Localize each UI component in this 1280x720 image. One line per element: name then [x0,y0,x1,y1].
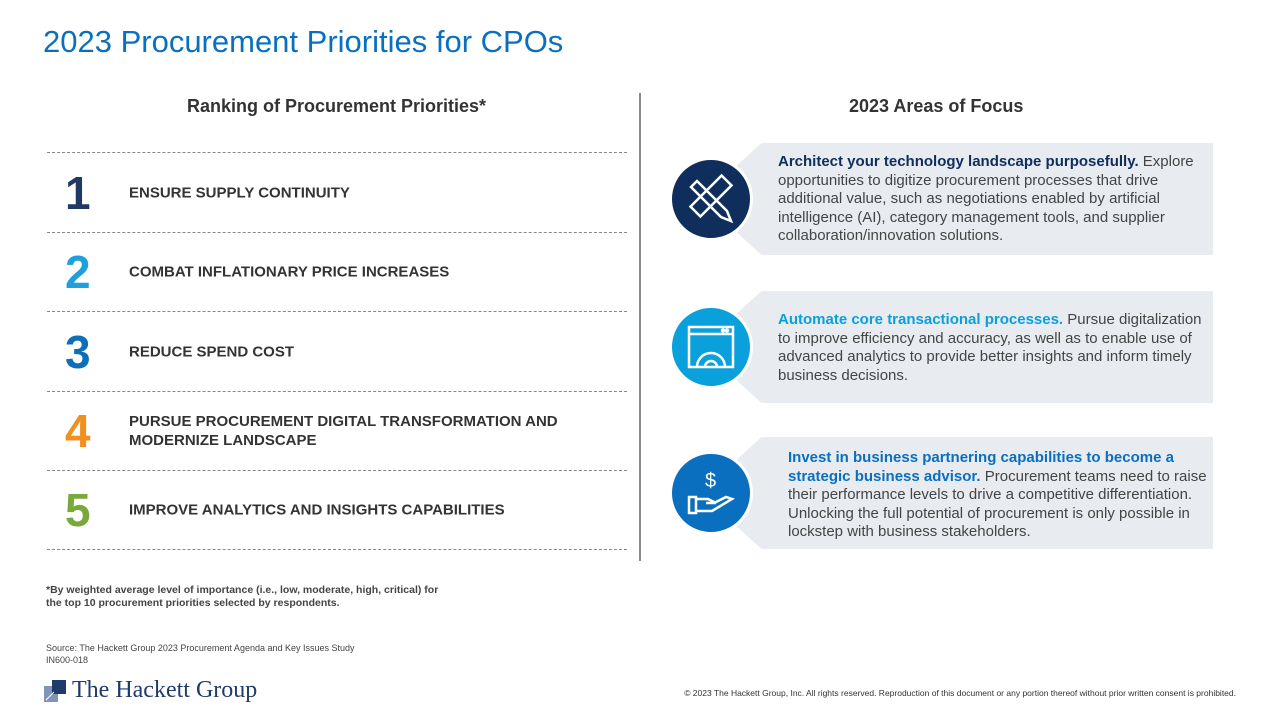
priority-row: 2 COMBAT INFLATIONARY PRICE INCREASES [47,231,627,312]
focus-text: Architect your technology landscape purp… [778,153,1210,246]
priority-number: 5 [65,484,91,536]
priority-number: 3 [65,325,91,378]
priority-label: ENSURE SUPPLY CONTINUITY [129,184,350,201]
focus-heading: 2023 Areas of Focus [849,96,1024,116]
focus-card [700,143,1213,255]
column-divider [639,93,641,561]
focus-body: Pursue digitalization to improve efficie… [778,311,1202,384]
logo-mark-icon [44,679,66,702]
source-text: Source: The Hackett Group 2023 Procureme… [46,643,355,653]
page-title: 2023 Procurement Priorities for CPOs [43,24,564,59]
doc-code: IN600-018 [46,655,89,665]
focus-body: Procurement teams need to raise their pe… [788,467,1207,541]
copyright: © 2023 The Hackett Group, Inc. All right… [684,688,1236,698]
focus-lead: Architect your technology landscape purp… [778,153,1139,170]
priority-row: 4 PURSUE PROCUREMENT DIGITAL TRANSFORMATI… [47,390,627,471]
focus-body: Explore opportunities to digitize procur… [778,153,1194,244]
hand-dollar-icon: $ [669,451,753,535]
priority-label: COMBAT INFLATIONARY PRICE INCREASES [129,263,450,281]
ruler-pencil-icon [669,157,753,241]
priority-row: 5 IMPROVE ANALYTICS AND INSIGHTS CAPABILI… [47,470,627,550]
priority-number: 2 [65,246,91,298]
focus-text: Automate core transactional processes. P… [778,311,1210,385]
priority-number: 1 [65,166,91,219]
focus-card [700,291,1213,403]
hackett-logo: The Hackett Group [44,677,257,704]
source: Source: The Hackett Group 2023 Procureme… [46,642,355,666]
priority-label: IMPROVE ANALYTICS AND INSIGHTS CAPABILIT… [129,501,505,519]
focus-text: Invest in business partnering capabiliti… [788,449,1212,542]
priority-number: 4 [65,405,91,457]
priority-row: 3 REDUCE SPEND COST [47,311,627,391]
ranking-heading: Ranking of Procurement Priorities* [187,96,487,116]
svg-text:$: $ [705,470,716,492]
focus-card [700,437,1213,549]
focus-lead: Automate core transactional processes. [778,311,1064,328]
logo-text: The Hackett Group [72,677,258,703]
footnote: *By weighted average level of importance… [46,584,439,609]
priority-label: REDUCE SPEND COST [129,343,295,360]
focus-lead: Invest in business partnering capabiliti… [788,449,1174,485]
priority-label: PURSUE PROCUREMENT DIGITAL TRANSFORMATIO… [129,413,558,449]
priority-row: 1 ENSURE SUPPLY CONTINUITY [47,152,627,232]
browser-gear-icon [669,305,753,389]
